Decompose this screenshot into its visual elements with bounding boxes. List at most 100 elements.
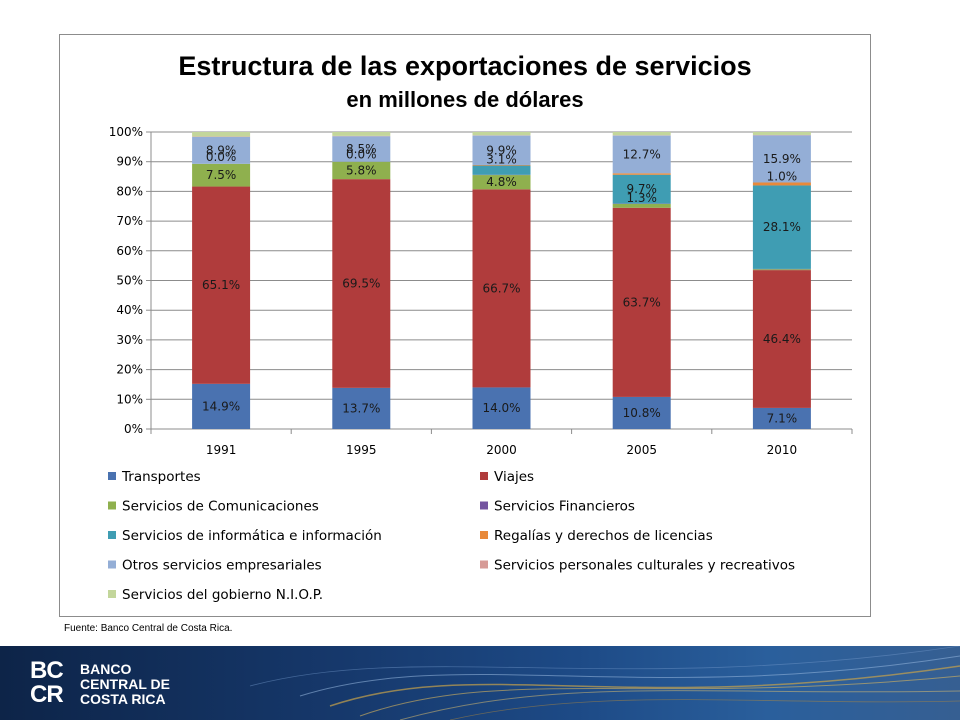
data-label: 5.8% [346, 163, 377, 177]
bar-segment [612, 173, 671, 175]
y-tick-label: 20% [116, 363, 143, 377]
stacked-bar-chart: Estructura de las exportaciones de servi… [108, 51, 853, 603]
logo-monogram-bottom: CR [30, 681, 64, 708]
footer-banner [0, 646, 960, 720]
data-label: 66.7% [482, 281, 520, 295]
data-label: 1.3% [626, 191, 657, 205]
data-label: 4.8% [486, 175, 517, 189]
y-axis-tick-labels: 0% 10% 20% 30% 40% 50% 60% 70% 80% 90% 100% [109, 125, 143, 436]
bar-segment [612, 207, 671, 397]
bar-segment [192, 383, 251, 429]
x-tick-label: 2000 [486, 443, 517, 457]
data-label: 7.1% [767, 411, 798, 425]
y-tick-label: 90% [116, 155, 143, 169]
bar-segment [612, 396, 671, 429]
data-label: 9.9% [486, 143, 517, 157]
legend-swatch [108, 472, 116, 480]
data-label: 28.1% [763, 220, 801, 234]
y-tick-label: 50% [116, 274, 143, 288]
bar-segment [192, 136, 251, 164]
bar-segment [472, 189, 531, 388]
legend-swatch [108, 590, 116, 598]
data-label: 46.4% [763, 332, 801, 346]
data-label: 8.5% [346, 142, 377, 156]
bar-segment [192, 132, 251, 137]
bar-segment [752, 132, 811, 135]
data-label: 12.7% [623, 147, 661, 161]
legend-swatch [108, 560, 116, 569]
bar-segment [192, 163, 251, 187]
bar-segment [332, 179, 391, 388]
y-tick-label: 10% [116, 392, 143, 406]
y-tick-label: 80% [116, 184, 143, 198]
data-label: 9.7% [626, 182, 657, 196]
x-axis-tick-labels: 1991 1995 2000 2005 2010 [150, 429, 853, 457]
y-tick-label: 100% [109, 125, 143, 139]
bars [192, 132, 811, 429]
y-tick-label: 60% [116, 244, 143, 258]
legend-label: Transportes [121, 469, 201, 485]
logo-monogram-top: BC [30, 657, 64, 684]
legend-label: Otros servicios empresariales [122, 558, 322, 574]
bar-segment [472, 132, 531, 136]
legend-swatch [480, 472, 488, 480]
bank-logo: BC CR BANCO CENTRAL DE COSTA RICA [30, 659, 170, 711]
data-label: 0.0% [346, 148, 377, 162]
legend-swatch [108, 531, 116, 539]
logo-name-line-2: CENTRAL DE [80, 676, 170, 692]
data-label: 10.8% [623, 406, 661, 420]
source-note: Fuente: Banco Central de Costa Rica. [64, 623, 233, 634]
data-label: 65.1% [202, 278, 240, 292]
bar-segment [752, 135, 811, 183]
legend-swatch [480, 531, 488, 539]
legend-label: Viajes [494, 469, 534, 485]
bar-segment [472, 164, 531, 166]
logo-bank-name: BANCO CENTRAL DE COSTA RICA [80, 662, 170, 707]
y-tick-label: 70% [116, 214, 143, 228]
bar-segment [472, 135, 531, 165]
data-label: 13.7% [342, 401, 380, 415]
data-labels: 14.9%65.1%7.5%0.0%8.9%13.7%69.5%5.8%0.0%… [202, 142, 801, 425]
y-tick-label: 0% [124, 422, 143, 436]
bar-segment [472, 175, 531, 190]
chart-title: Estructura de las exportaciones de servi… [178, 51, 751, 81]
decorative-waves [249, 646, 960, 720]
y-tick-label: 40% [116, 303, 143, 317]
logo-name-line-1: BANCO [80, 661, 132, 677]
y-tick-label: 30% [116, 333, 143, 347]
bar-segment [752, 407, 811, 429]
legend-label: Servicios de informática e información [122, 528, 382, 544]
bar-segment [332, 387, 391, 429]
data-label: 1.0% [767, 169, 798, 183]
bar-segment [612, 132, 671, 136]
data-label: 14.0% [482, 401, 520, 415]
data-label: 3.1% [486, 153, 517, 167]
bar-segment [752, 185, 811, 269]
legend-label: Servicios del gobierno N.I.O.P. [122, 587, 323, 603]
legend-label: Regalías y derechos de licencias [494, 528, 713, 544]
data-label: 7.5% [206, 168, 237, 182]
legend-swatch [480, 501, 488, 510]
data-label: 14.9% [202, 399, 240, 413]
bar-segment [612, 203, 671, 208]
legend-label: Servicios de Comunicaciones [122, 499, 319, 515]
data-label: 63.7% [623, 295, 661, 309]
x-tick-label: 2010 [767, 443, 798, 457]
legend-label: Servicios personales culturales y recrea… [494, 558, 795, 574]
chart-subtitle: en millones de dólares [346, 87, 583, 112]
x-tick-label: 2005 [626, 443, 657, 457]
bar-segment [752, 182, 811, 186]
legend-swatch [108, 501, 116, 510]
legend-swatch [480, 560, 488, 569]
bar-segment [612, 135, 671, 174]
data-label: 15.9% [763, 152, 801, 166]
bar-segment [332, 161, 391, 180]
x-tick-label: 1991 [206, 443, 237, 457]
bar-segment [332, 136, 391, 162]
data-label: 0.0% [206, 150, 237, 164]
bar-segment [612, 174, 671, 204]
bar-segment [472, 165, 531, 175]
chart-frame: Estructura de las exportaciones de servi… [59, 34, 871, 617]
data-label: 8.9% [206, 143, 237, 157]
bar-segment [752, 270, 811, 408]
